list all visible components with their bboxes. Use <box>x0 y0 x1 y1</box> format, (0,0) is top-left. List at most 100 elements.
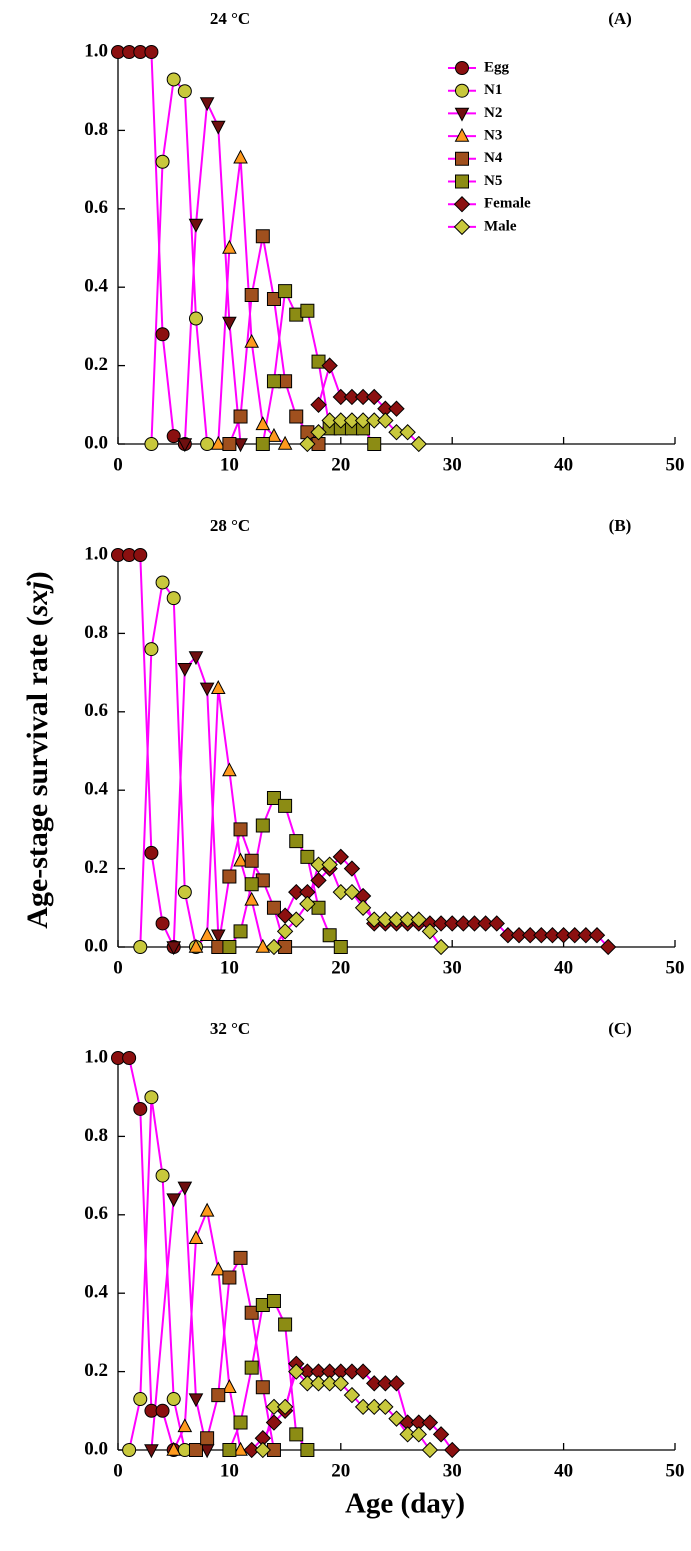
data-point <box>188 218 204 233</box>
data-point <box>488 915 505 932</box>
data-point <box>144 437 159 451</box>
data-point <box>499 927 517 944</box>
data-point <box>321 856 338 873</box>
y-tick-label: 0.4 <box>84 1282 108 1303</box>
series-line <box>195 1255 275 1451</box>
data-point <box>122 1443 137 1457</box>
data-point <box>166 1193 182 1208</box>
data-point <box>366 911 383 928</box>
data-point <box>177 1181 193 1196</box>
data-point <box>599 938 617 956</box>
y-tick-label: 0.6 <box>84 1203 108 1224</box>
data-point <box>354 899 372 916</box>
data-point <box>155 1168 170 1183</box>
data-point <box>410 1426 427 1443</box>
data-point <box>265 1398 283 1416</box>
data-point <box>289 307 304 322</box>
data-point <box>377 412 394 429</box>
data-point <box>177 1418 193 1433</box>
data-point <box>233 924 248 939</box>
data-point <box>288 911 305 928</box>
data-point <box>233 438 248 453</box>
data-point <box>432 938 450 956</box>
x-tick-label: 30 <box>443 454 462 475</box>
data-point <box>244 891 260 906</box>
data-point <box>243 1441 260 1459</box>
data-point <box>577 927 595 944</box>
data-point <box>310 424 327 441</box>
data-point <box>265 938 283 956</box>
data-point <box>354 1363 372 1380</box>
legend-marker <box>453 196 471 213</box>
legend-marker <box>455 151 469 166</box>
data-point <box>410 911 427 928</box>
data-point <box>210 929 226 944</box>
panel-label: (A) <box>608 9 632 28</box>
series-line <box>172 655 220 948</box>
data-point <box>210 1261 226 1276</box>
data-point <box>367 437 382 451</box>
data-point <box>233 1441 248 1456</box>
legend-marker <box>454 127 470 142</box>
data-point <box>166 429 181 444</box>
x-tick-label: 50 <box>666 1460 685 1481</box>
y-tick-label: 0.6 <box>84 700 108 721</box>
data-point <box>321 1375 338 1392</box>
data-point <box>288 1363 305 1380</box>
data-point <box>276 923 294 940</box>
data-point <box>310 1375 327 1392</box>
data-point <box>388 400 405 417</box>
data-point <box>200 1431 215 1446</box>
data-point <box>421 1441 439 1459</box>
data-point <box>266 900 281 915</box>
x-tick-label: 10 <box>220 1460 239 1481</box>
data-point <box>255 818 270 833</box>
x-tick-label: 20 <box>331 454 350 475</box>
data-point <box>144 1444 159 1459</box>
data-point <box>311 900 326 915</box>
data-point <box>266 291 281 306</box>
data-point <box>255 1380 270 1395</box>
data-point <box>199 682 215 697</box>
data-point <box>155 575 170 590</box>
data-point <box>366 388 383 406</box>
legend-marker <box>454 107 470 122</box>
data-point <box>222 1443 237 1457</box>
data-point <box>155 327 170 342</box>
x-tick-label: 40 <box>554 957 573 978</box>
data-point <box>566 927 583 944</box>
y-tick-label: 0.4 <box>84 276 108 297</box>
data-point <box>555 927 572 944</box>
data-point <box>310 872 327 889</box>
series-line <box>261 1369 431 1451</box>
data-point <box>210 435 226 450</box>
legend-label: Female <box>484 196 531 212</box>
panel-label: (B) <box>609 516 632 535</box>
data-point <box>177 84 192 99</box>
x-tick-label: 30 <box>443 957 462 978</box>
data-point <box>244 877 259 892</box>
data-point <box>233 409 248 424</box>
data-point <box>166 1392 181 1407</box>
data-point <box>166 941 182 956</box>
data-point <box>188 938 204 953</box>
y-tick-label: 0.8 <box>84 622 108 643</box>
data-point <box>188 1230 204 1245</box>
data-point <box>432 1426 450 1443</box>
series-line <box>172 1207 242 1451</box>
x-tick-label: 0 <box>113 454 123 475</box>
data-point <box>299 435 316 453</box>
data-point <box>377 1375 394 1392</box>
data-point <box>166 591 181 606</box>
data-point <box>477 915 494 932</box>
data-point <box>254 1441 272 1459</box>
data-point <box>354 412 372 429</box>
legend-label: N2 <box>484 105 502 121</box>
legend-marker <box>455 174 469 189</box>
y-tick-label: 0.2 <box>84 354 108 375</box>
data-point <box>266 427 282 442</box>
data-point <box>354 1398 372 1416</box>
y-tick-label: 0.0 <box>84 935 108 956</box>
data-point <box>399 424 416 441</box>
legend-marker <box>453 218 471 236</box>
